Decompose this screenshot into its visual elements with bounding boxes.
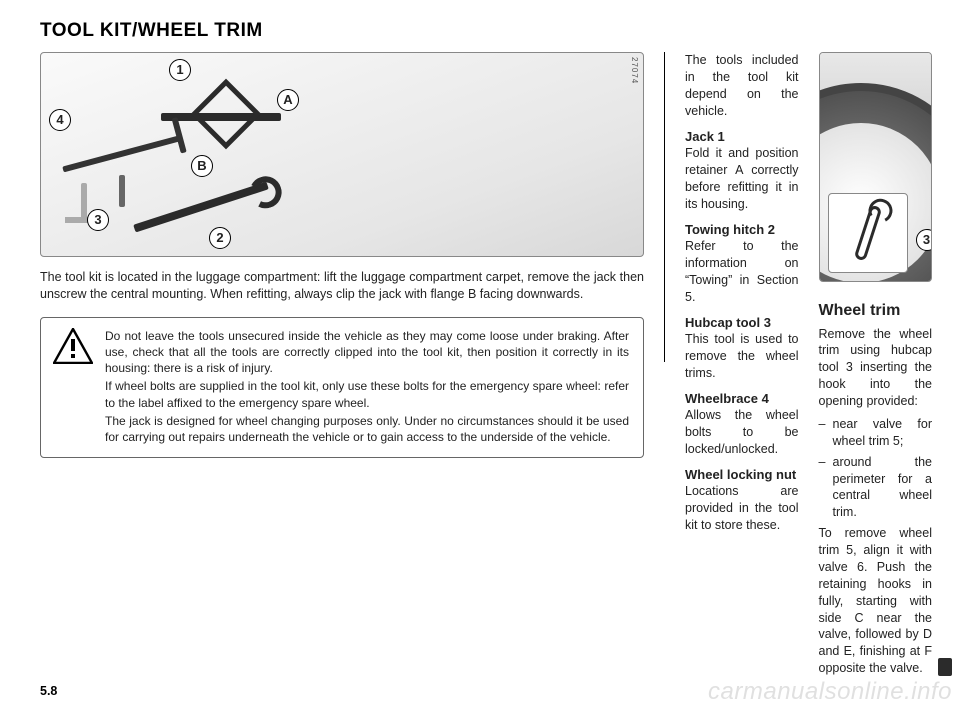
wheeltrim-p1: Remove the wheel trim using hubcap tool … <box>819 326 933 410</box>
warning-p3: The jack is designed for wheel changing … <box>105 413 629 445</box>
crank-icon <box>81 183 87 223</box>
warning-p1: Do not leave the tools unsecured inside … <box>105 328 629 377</box>
wheeltrim-p2: To remove wheel trim 5, align it with va… <box>819 525 933 677</box>
warning-icon <box>53 328 93 364</box>
page-title: TOOL KIT/WHEEL TRIM <box>40 20 932 42</box>
col1-para: The tool kit is located in the luggage c… <box>40 269 644 303</box>
brace-heading: Wheelbrace 4 <box>685 390 799 408</box>
tow-heading: Towing hitch 2 <box>685 221 799 239</box>
column-3: 27006 F 5 D E C 6 3 Wheel trim Remove th… <box>819 52 933 692</box>
wheeltrim-list: near valve for wheel trim 5; around the … <box>819 416 933 525</box>
section-tab-icon <box>938 658 952 676</box>
column-divider <box>664 52 665 362</box>
wheeltrim-li2: around the perimeter for a central wheel… <box>819 454 933 522</box>
jack-heading: Jack 1 <box>685 128 799 146</box>
column-1: 27074 1 A 4 B 3 2 The tool kit is locate… <box>40 52 644 692</box>
tool3-inset <box>828 193 908 273</box>
warning-box: Do not leave the tools unsecured inside … <box>40 317 644 458</box>
hubcap-tool-icon <box>853 205 882 262</box>
manual-page: TOOL KIT/WHEEL TRIM 27074 1 A 4 B 3 2 Th… <box>0 0 960 710</box>
callout-A: A <box>277 89 299 111</box>
content-columns: 27074 1 A 4 B 3 2 The tool kit is locate… <box>40 52 932 692</box>
hubcaptool-icon <box>119 175 125 207</box>
callout-3: 3 <box>87 209 109 231</box>
callout-B: B <box>191 155 213 177</box>
tow-para: Refer to the information on “Towing” in … <box>685 238 799 306</box>
warning-text: Do not leave the tools unsecured inside … <box>105 328 629 447</box>
page-number: 5.8 <box>40 684 57 698</box>
figure-code: 27074 <box>628 57 639 84</box>
brace-para: Allows the wheel bolts to be locked/unlo… <box>685 407 799 458</box>
col2-intro: The tools included in the tool kit depen… <box>685 52 799 120</box>
hubcap-para: This tool is used to remove the wheel tr… <box>685 331 799 382</box>
wheeltrim-figure: 27006 F 5 D E C 6 3 <box>819 52 933 282</box>
wheeltrim-li1: near valve for wheel trim 5; <box>819 416 933 450</box>
wheeltrim-heading: Wheel trim <box>819 300 933 322</box>
callout-1: 1 <box>169 59 191 81</box>
jack-para: Fold it and position retainer A correctl… <box>685 145 799 213</box>
column-2: The tools included in the tool kit depen… <box>685 52 799 692</box>
nut-para: Locations are provided in the tool kit t… <box>685 483 799 534</box>
nut-heading: Wheel locking nut <box>685 466 799 484</box>
warning-p2: If wheel bolts are supplied in the tool … <box>105 378 629 410</box>
callout-2: 2 <box>209 227 231 249</box>
toolkit-figure: 27074 1 A 4 B 3 2 <box>40 52 644 257</box>
callout-4: 4 <box>49 109 71 131</box>
wheelbrace-icon <box>62 136 179 173</box>
towhook-icon <box>133 182 269 233</box>
hubcap-heading: Hubcap tool 3 <box>685 314 799 332</box>
